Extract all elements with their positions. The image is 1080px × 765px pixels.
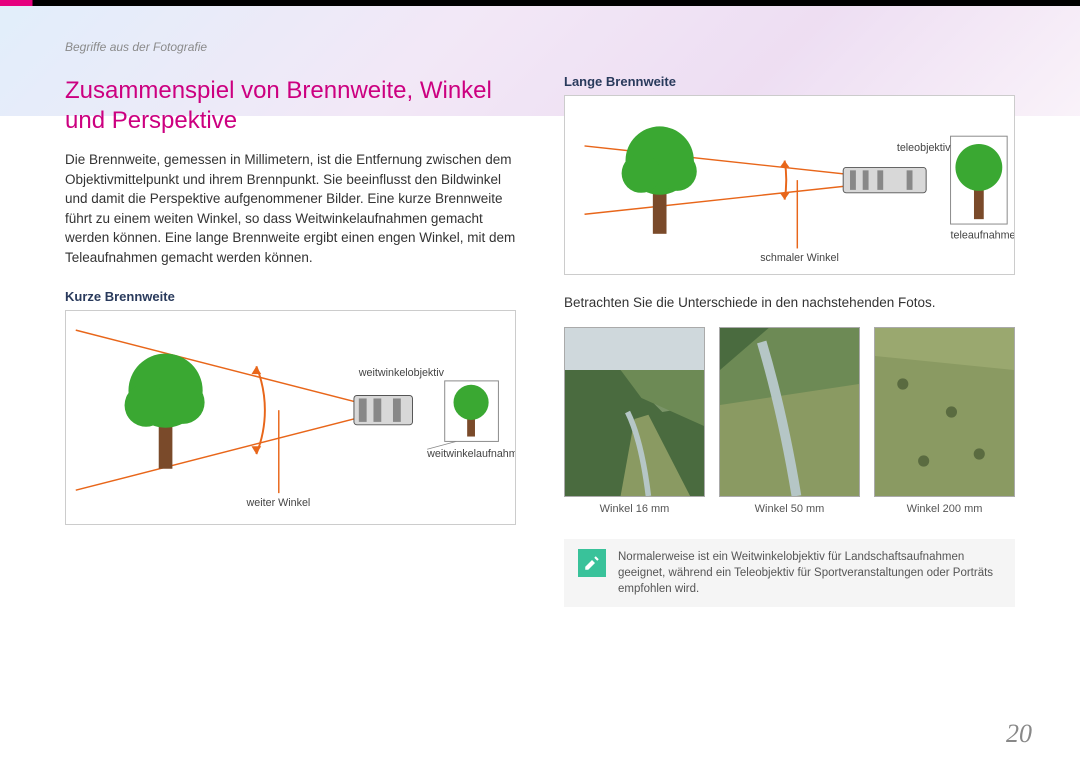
angle-label-short: weiter Winkel xyxy=(246,497,311,509)
pen-icon xyxy=(578,549,606,577)
page-number: 20 xyxy=(1006,719,1032,749)
tip-box: Normalerweise ist ein Weitwinkelobjektiv… xyxy=(564,539,1015,607)
tip-text: Normalerweise ist ein Weitwinkelobjektiv… xyxy=(618,549,1001,597)
right-column: Lange Brennweite xyxy=(564,40,1015,607)
angle-label-long: schmaler Winkel xyxy=(760,252,839,264)
shot-label-long: teleaufnahme xyxy=(951,230,1014,242)
breadcrumb: Begriffe aus der Fotografie xyxy=(65,40,516,54)
photo-200mm: Winkel 200 mm xyxy=(874,327,1015,515)
photo-cap-200: Winkel 200 mm xyxy=(874,503,1015,515)
short-focal-diagram: weitwinkelobjektiv weitwinkelaufnahme we… xyxy=(65,310,516,525)
photo-cap-16: Winkel 16 mm xyxy=(564,503,705,515)
page-content: Begriffe aus der Fotografie Zusammenspie… xyxy=(0,0,1080,637)
photo-50mm: Winkel 50 mm xyxy=(719,327,860,515)
shot-label-short: weitwinkelaufnahme xyxy=(426,448,515,460)
short-focal-heading: Kurze Brennweite xyxy=(65,289,516,304)
left-column: Begriffe aus der Fotografie Zusammenspie… xyxy=(65,40,516,607)
long-focal-heading: Lange Brennweite xyxy=(564,74,1015,89)
photo-comparison-row: Winkel 16 mm Winkel 50 mm xyxy=(564,327,1015,515)
page-title: Zusammenspiel von Brennweite, Winkel und… xyxy=(65,76,516,136)
long-focal-diagram: teleobjektiv teleaufnahme schmaler Winke… xyxy=(564,95,1015,275)
lens-label-long: teleobjektiv xyxy=(897,142,951,154)
photo-cap-50: Winkel 50 mm xyxy=(719,503,860,515)
body-paragraph: Die Brennweite, gemessen in Millimetern,… xyxy=(65,150,516,267)
lens-label-short: weitwinkelobjektiv xyxy=(358,367,445,379)
photo-16mm: Winkel 16 mm xyxy=(564,327,705,515)
compare-text: Betrachten Sie die Unterschiede in den n… xyxy=(564,293,1015,313)
